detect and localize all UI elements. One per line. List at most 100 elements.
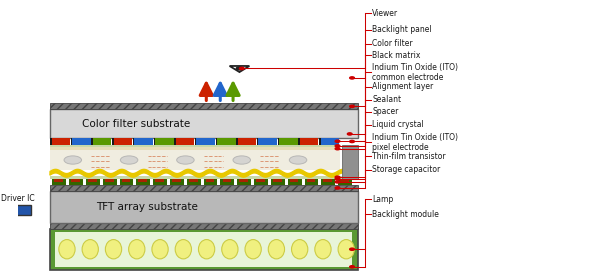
Bar <box>305 179 319 185</box>
Circle shape <box>350 140 355 143</box>
Bar <box>113 138 132 145</box>
Bar <box>195 138 196 145</box>
Circle shape <box>335 148 340 150</box>
Bar <box>50 229 358 270</box>
Bar <box>69 179 83 185</box>
Bar <box>153 179 167 185</box>
Text: Color filter substrate: Color filter substrate <box>82 119 190 129</box>
Text: Backlight panel: Backlight panel <box>373 25 432 34</box>
Bar <box>239 179 248 182</box>
Bar <box>257 138 259 145</box>
Bar <box>203 179 217 185</box>
Ellipse shape <box>121 156 138 164</box>
Bar <box>71 179 80 182</box>
Ellipse shape <box>59 240 75 259</box>
Ellipse shape <box>222 240 238 259</box>
Bar <box>50 223 358 229</box>
Bar <box>174 138 176 145</box>
Text: Liquid crystal: Liquid crystal <box>373 120 424 129</box>
Bar <box>187 179 200 185</box>
Bar <box>103 179 116 185</box>
Ellipse shape <box>289 156 307 164</box>
Circle shape <box>335 187 340 189</box>
Ellipse shape <box>152 240 168 259</box>
Bar <box>279 138 298 145</box>
Ellipse shape <box>338 240 355 259</box>
Bar <box>139 179 147 182</box>
Bar <box>88 179 97 182</box>
Circle shape <box>335 181 340 183</box>
Bar <box>323 179 332 182</box>
Bar <box>55 232 352 267</box>
Bar <box>338 179 352 185</box>
Text: TFT array substrate: TFT array substrate <box>96 202 198 212</box>
Bar <box>170 179 184 185</box>
Bar <box>50 138 52 145</box>
Bar <box>71 138 72 145</box>
Bar <box>217 138 236 145</box>
Circle shape <box>239 67 244 70</box>
Circle shape <box>350 77 355 79</box>
Bar <box>122 179 130 182</box>
Bar <box>300 138 319 145</box>
Text: Storage capacitor: Storage capacitor <box>373 165 440 175</box>
Text: Color filter: Color filter <box>373 39 413 48</box>
Circle shape <box>335 145 340 147</box>
Text: Indium Tin Oxide (ITO)
pixel electrode: Indium Tin Oxide (ITO) pixel electrode <box>373 133 458 152</box>
Circle shape <box>350 105 355 108</box>
Bar <box>154 138 155 145</box>
Ellipse shape <box>199 240 215 259</box>
Circle shape <box>335 176 340 178</box>
Text: Viewer: Viewer <box>373 9 398 18</box>
Text: Driver IC: Driver IC <box>1 194 34 203</box>
Bar <box>55 179 63 182</box>
Bar <box>278 138 279 145</box>
Ellipse shape <box>64 156 82 164</box>
Bar <box>271 179 284 185</box>
Bar <box>50 103 358 110</box>
Bar <box>341 145 358 179</box>
Bar <box>320 138 339 145</box>
Bar <box>112 138 113 145</box>
Bar <box>50 110 358 138</box>
Text: Sealant: Sealant <box>373 95 401 104</box>
Text: Alignment layer: Alignment layer <box>373 83 434 91</box>
Circle shape <box>335 178 340 180</box>
Bar <box>9 205 31 215</box>
Bar <box>319 138 320 145</box>
Bar <box>52 138 70 145</box>
Circle shape <box>335 140 340 142</box>
Bar <box>189 179 197 182</box>
Bar <box>196 138 215 145</box>
Bar <box>223 179 231 182</box>
Bar <box>237 179 251 185</box>
Bar <box>290 179 298 182</box>
Bar <box>288 179 302 185</box>
Bar <box>52 179 66 185</box>
Bar <box>50 145 340 147</box>
Bar <box>105 179 113 182</box>
Bar <box>236 138 238 145</box>
Ellipse shape <box>176 156 194 164</box>
Bar <box>93 138 112 145</box>
Bar <box>134 138 153 145</box>
Ellipse shape <box>292 240 308 259</box>
Ellipse shape <box>315 240 331 259</box>
Bar <box>340 179 349 182</box>
Text: Spacer: Spacer <box>373 107 399 116</box>
Circle shape <box>350 248 355 250</box>
Text: Backlight module: Backlight module <box>373 210 439 219</box>
Bar <box>322 179 335 185</box>
Bar <box>307 179 315 182</box>
Bar <box>155 179 164 182</box>
Bar <box>155 138 173 145</box>
Bar <box>206 179 214 182</box>
Bar <box>256 179 265 182</box>
Bar <box>50 191 358 223</box>
Bar <box>215 138 217 145</box>
Ellipse shape <box>175 240 191 259</box>
Circle shape <box>350 266 355 268</box>
Bar <box>133 138 134 145</box>
Ellipse shape <box>82 240 98 259</box>
Bar <box>50 150 340 170</box>
